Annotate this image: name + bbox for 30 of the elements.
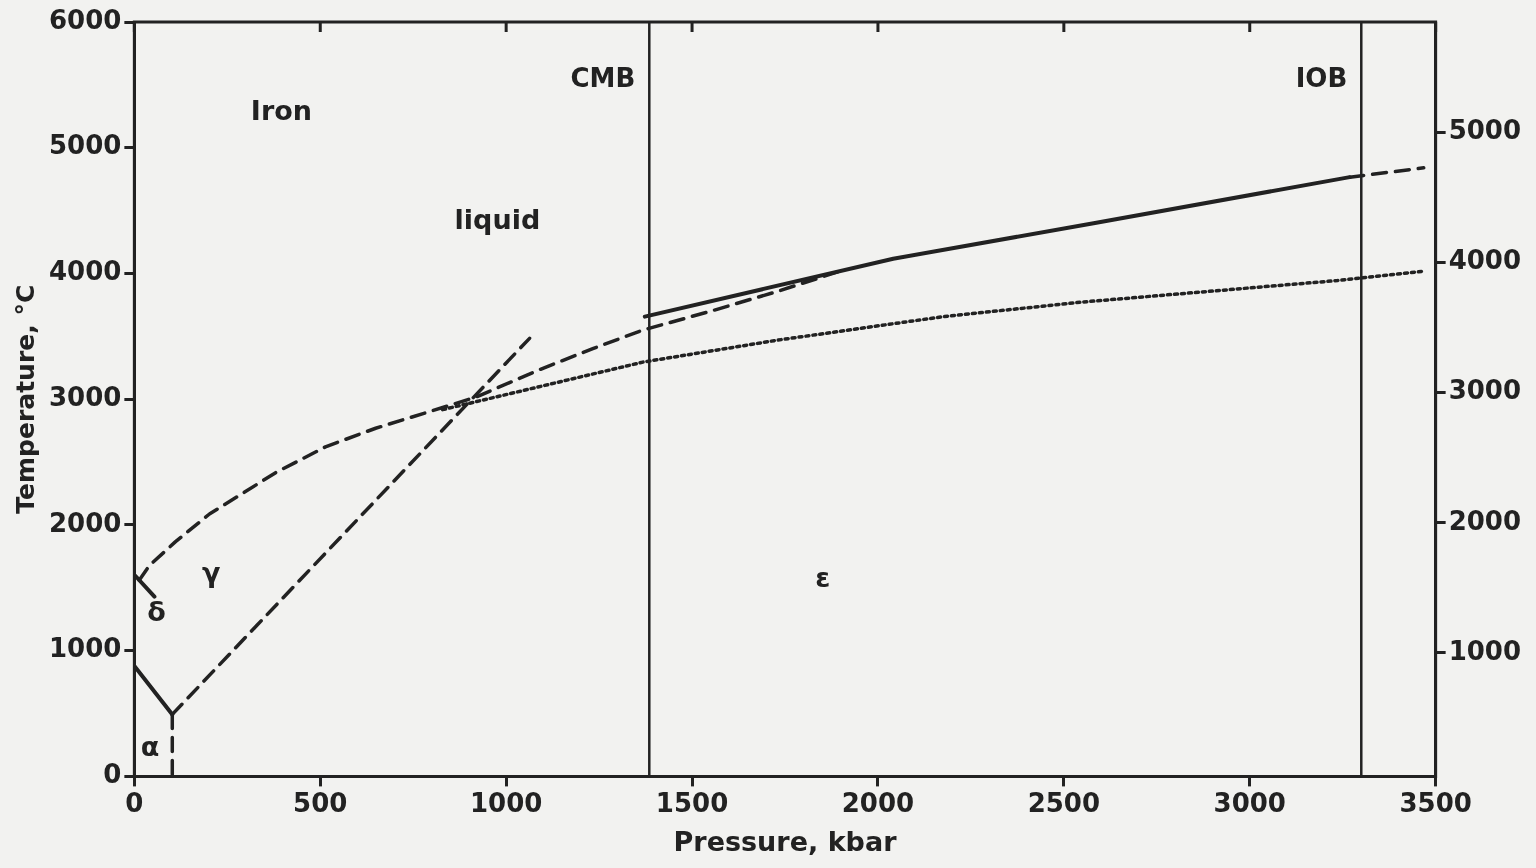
y-tick-label: 2000 — [48, 507, 122, 538]
x-tick-label: 2500 — [1027, 787, 1101, 818]
y-tick-label: 1000 — [48, 633, 122, 664]
y-tick-label: 3000 — [48, 381, 122, 412]
x-tick-label: 3500 — [1399, 787, 1472, 818]
y2-tick-label: 5000 — [1448, 115, 1522, 146]
ref-line-label: IOB — [1295, 62, 1348, 93]
x-tick-label: 0 — [125, 787, 144, 818]
y-tick-label: 6000 — [48, 4, 122, 35]
annotation: Iron — [250, 94, 312, 126]
y-axis-title: Temperature, °C — [10, 284, 40, 514]
y2-tick-label: 2000 — [1448, 505, 1522, 536]
y2-tick-label: 3000 — [1448, 375, 1522, 406]
annotation: α — [140, 730, 160, 762]
y2-tick-label: 4000 — [1448, 245, 1522, 276]
x-tick-label: 1500 — [655, 787, 729, 818]
x-tick-label: 2000 — [841, 787, 915, 818]
annotation: liquid — [454, 203, 541, 235]
x-tick-label: 3000 — [1213, 787, 1286, 818]
y-tick-label: 4000 — [48, 256, 122, 287]
y-tick-label: 0 — [103, 759, 122, 790]
x-tick-label: 500 — [293, 787, 348, 818]
ref-line-label: CMB — [570, 62, 636, 93]
y2-tick-label: 1000 — [1448, 635, 1522, 666]
y-tick-label: 5000 — [48, 130, 122, 161]
x-axis-title: Pressure, kbar — [673, 825, 898, 857]
annotation: ε — [815, 562, 831, 594]
annotation: δ — [147, 596, 166, 628]
annotation: γ — [201, 556, 221, 588]
x-tick-label: 1000 — [469, 787, 543, 818]
